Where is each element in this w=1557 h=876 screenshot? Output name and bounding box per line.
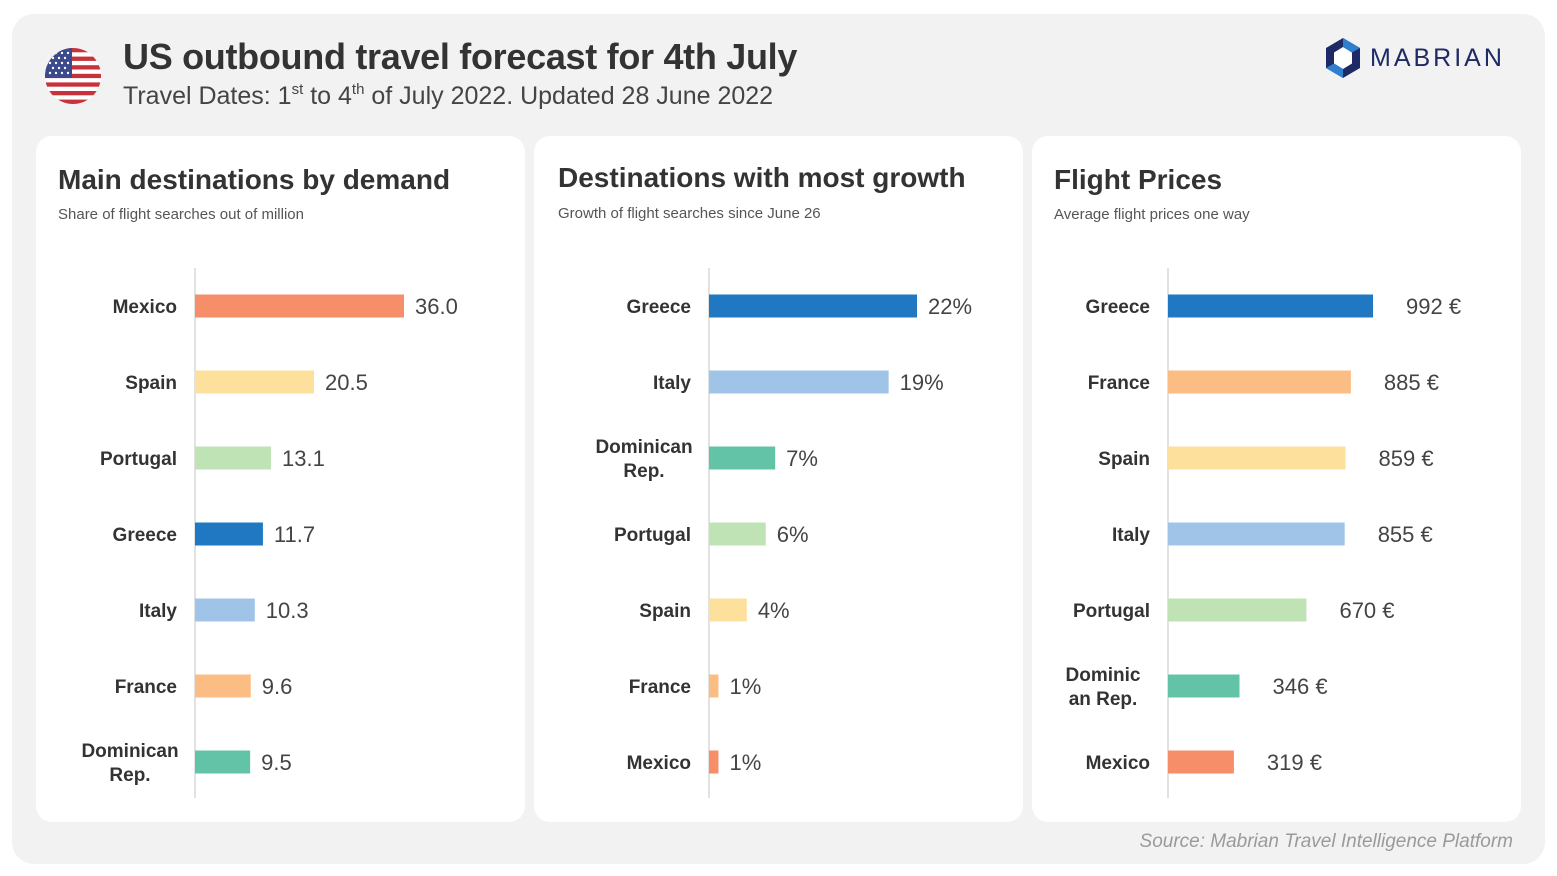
page-subtitle: Travel Dates: 1st to 4th of July 2022. U… bbox=[123, 82, 773, 111]
panel-title: Flight Prices bbox=[1054, 164, 1223, 195]
bar bbox=[195, 522, 263, 546]
category-label: Rep. bbox=[623, 461, 664, 482]
brand-name: MABRIAN bbox=[1370, 43, 1505, 72]
panel-subtitle: Growth of flight searches since June 26 bbox=[558, 205, 821, 222]
value-label: 19% bbox=[900, 370, 944, 395]
value-label: 7% bbox=[786, 446, 818, 471]
category-label: France bbox=[115, 677, 177, 698]
bar bbox=[1168, 522, 1345, 546]
category-label: Dominican bbox=[81, 741, 178, 762]
subtitle-sup: th bbox=[351, 81, 365, 98]
subtitle-sup: st bbox=[291, 81, 304, 98]
value-label: 20.5 bbox=[325, 370, 368, 395]
brand-logo: MABRIAN bbox=[1324, 37, 1505, 79]
bar bbox=[195, 598, 255, 622]
bar bbox=[195, 750, 251, 774]
value-label: 9.6 bbox=[262, 674, 293, 699]
value-label: 1% bbox=[729, 674, 761, 699]
category-label: Italy bbox=[653, 373, 691, 394]
panel-title: Destinations with most growth bbox=[558, 162, 966, 193]
category-label: Portugal bbox=[614, 525, 691, 546]
value-label: 319 € bbox=[1267, 750, 1322, 775]
bar bbox=[1168, 294, 1373, 318]
category-label: Spain bbox=[1098, 449, 1150, 470]
category-label: an Rep. bbox=[1069, 689, 1138, 710]
source-note: Source: Mabrian Travel Intelligence Plat… bbox=[1139, 831, 1513, 852]
mabrian-logo-icon bbox=[1326, 38, 1360, 78]
panel-subtitle: Share of flight searches out of million bbox=[58, 206, 304, 223]
bar bbox=[709, 750, 719, 774]
bar bbox=[1168, 750, 1234, 774]
category-label: Mexico bbox=[113, 297, 177, 318]
category-label: Greece bbox=[113, 525, 177, 546]
category-label: France bbox=[629, 677, 691, 698]
subtitle-text: Travel Dates: 1 bbox=[123, 82, 292, 110]
panel-subtitle: Average flight prices one way bbox=[1054, 206, 1250, 223]
page-title: US outbound travel forecast for 4th July bbox=[123, 36, 798, 77]
value-label: 855 € bbox=[1378, 522, 1433, 547]
bar bbox=[195, 294, 404, 318]
category-label: Dominican bbox=[595, 437, 692, 458]
bar bbox=[709, 674, 719, 698]
value-label: 6% bbox=[777, 522, 809, 547]
value-label: 10.3 bbox=[266, 598, 309, 623]
category-label: Portugal bbox=[1073, 601, 1150, 622]
bar bbox=[709, 446, 776, 470]
category-label: Spain bbox=[125, 373, 177, 394]
bar bbox=[709, 294, 917, 318]
us-flag-icon bbox=[45, 48, 101, 104]
panel-title: Main destinations by demand bbox=[58, 164, 451, 195]
growth-panel: Destinations with most growth Growth of … bbox=[534, 136, 1023, 822]
category-label: Portugal bbox=[100, 449, 177, 470]
value-label: 4% bbox=[758, 598, 790, 623]
bar bbox=[1168, 446, 1346, 470]
category-label: Italy bbox=[139, 601, 177, 622]
demand-panel: Main destinations by demand Share of fli… bbox=[36, 136, 525, 822]
category-label: Mexico bbox=[1086, 753, 1150, 774]
growth-chart: 22% Greece 19% Italy 7% Dominican Rep. 6% Portug… bbox=[595, 268, 972, 798]
value-label: 859 € bbox=[1379, 446, 1434, 471]
category-label: Greece bbox=[1086, 297, 1150, 318]
category-label: Spain bbox=[639, 601, 691, 622]
bar bbox=[709, 370, 889, 394]
value-label: 1% bbox=[729, 750, 761, 775]
value-label: 9.5 bbox=[261, 750, 292, 775]
prices-panel: Flight Prices Average flight prices one … bbox=[1032, 136, 1521, 822]
value-label: 11.7 bbox=[274, 522, 315, 547]
prices-chart: 992 € Greece 885 € France 859 € Spain 855 € Ita… bbox=[1066, 268, 1461, 798]
bar bbox=[1168, 370, 1351, 394]
category-label: Greece bbox=[627, 297, 691, 318]
value-label: 346 € bbox=[1273, 674, 1328, 699]
value-label: 36.0 bbox=[415, 294, 458, 319]
bar bbox=[195, 674, 251, 698]
value-label: 13.1 bbox=[282, 446, 325, 471]
bar bbox=[1168, 674, 1240, 698]
category-label: Mexico bbox=[627, 753, 691, 774]
bar bbox=[709, 522, 766, 546]
value-label: 992 € bbox=[1406, 294, 1461, 319]
demand-chart: 36.0 Mexico 20.5 Spain 13.1 Portugal 11.7 Greec… bbox=[81, 268, 458, 798]
value-label: 22% bbox=[928, 294, 972, 319]
bar bbox=[195, 446, 272, 470]
subtitle-text: to 4 bbox=[303, 82, 352, 110]
bar bbox=[709, 598, 747, 622]
category-label: Rep. bbox=[109, 765, 150, 786]
category-label: France bbox=[1088, 373, 1150, 394]
category-label: Dominic bbox=[1066, 665, 1141, 686]
subtitle-text: of July 2022. Updated 28 June 2022 bbox=[364, 82, 774, 110]
category-label: Italy bbox=[1112, 525, 1150, 546]
value-label: 670 € bbox=[1339, 598, 1394, 623]
value-label: 885 € bbox=[1384, 370, 1439, 395]
bar bbox=[1168, 598, 1307, 622]
bar bbox=[195, 370, 315, 394]
